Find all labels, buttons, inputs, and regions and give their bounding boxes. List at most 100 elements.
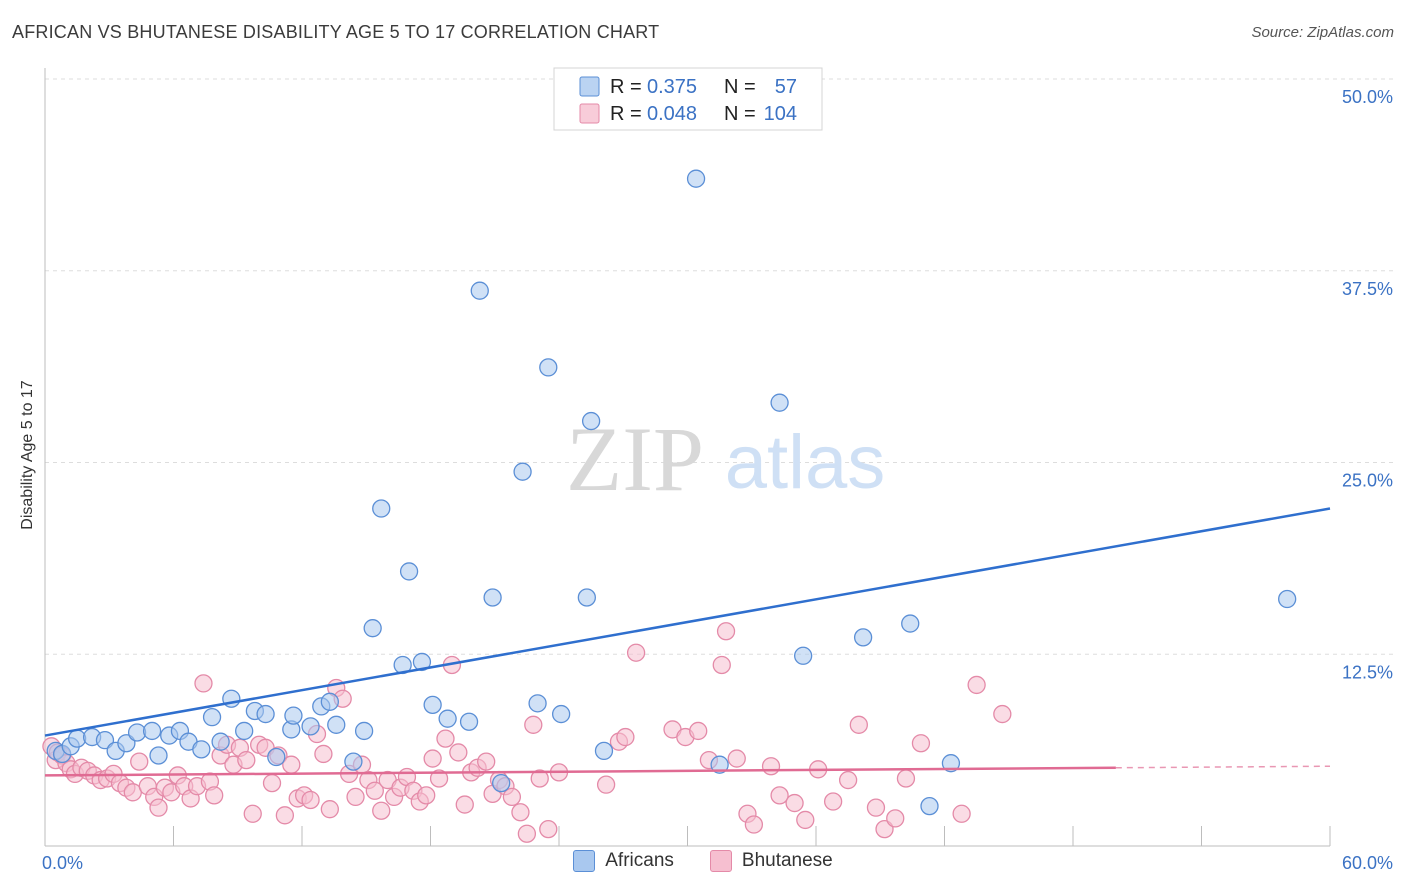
watermark-atlas: atlas	[725, 420, 886, 505]
bhutanese-point	[796, 810, 815, 830]
africans-point	[211, 732, 230, 751]
legend-n-value: 57	[775, 76, 797, 98]
bhutanese-point	[237, 750, 256, 770]
bhutanese-point	[866, 798, 886, 817]
africans-trend-line	[44, 507, 1331, 737]
bhutanese-point	[761, 757, 781, 776]
bhutanese-point	[539, 819, 558, 839]
axes	[44, 68, 1331, 847]
legend-n-value: 104	[764, 103, 797, 125]
bhutanese-trend-line	[44, 766, 1116, 777]
africans-point	[539, 358, 558, 377]
bhutanese-point	[243, 804, 262, 823]
bhutanese-point	[744, 815, 764, 834]
bhutanese-point	[849, 715, 868, 734]
legend-label-africans: Africans	[605, 850, 674, 871]
africans-point	[192, 740, 211, 759]
legend-item-africans[interactable]: Africans	[573, 850, 674, 872]
africans-point	[412, 652, 432, 672]
bhutanese-swatch	[709, 850, 732, 872]
bhutanese-point	[596, 775, 616, 794]
africans-point	[284, 706, 303, 725]
bhutanese-point	[455, 795, 474, 814]
bhutanese-point	[275, 806, 295, 825]
africans-point	[202, 707, 222, 727]
bhutanese-point	[449, 743, 468, 762]
africans-point	[920, 796, 939, 816]
bhutanese-point	[511, 803, 530, 822]
bhutanese-point	[530, 769, 549, 788]
legend-r-value: 0.048	[647, 103, 697, 125]
africans-point	[1278, 589, 1297, 609]
y-tick-label: 25.0%	[1342, 471, 1393, 491]
africans-point	[901, 614, 920, 633]
bhutanese-point	[436, 729, 455, 748]
africans-point	[67, 729, 87, 748]
africans-point	[551, 704, 571, 724]
africans-point	[399, 562, 419, 581]
bhutanese-point	[823, 792, 843, 811]
africans-point	[853, 628, 873, 647]
y-tick-label: 12.5%	[1342, 662, 1393, 682]
bhutanese-point	[477, 752, 496, 771]
africans-point	[438, 709, 457, 728]
bhutanese-trend-extension	[1115, 765, 1331, 769]
africans-point	[235, 721, 254, 741]
stats-legend: R = 0.375 N = 57 R = 0.048 N = 104	[553, 67, 823, 131]
africans-point	[528, 694, 547, 713]
bhutanese-point	[967, 675, 986, 695]
africans-point	[354, 721, 374, 741]
bhutanese-point	[626, 643, 646, 662]
bhutanese-point	[282, 755, 301, 774]
grid-lines	[45, 78, 1395, 655]
africans-point	[581, 411, 601, 431]
africans-point	[267, 747, 286, 767]
bhutanese-point	[712, 655, 731, 675]
africans-point	[344, 752, 363, 771]
bhutanese-point	[952, 804, 971, 823]
legend-n-label: N =	[724, 103, 756, 125]
bhutanese-point	[727, 749, 746, 768]
bhutanese-point	[149, 798, 168, 817]
bhutanese-point	[262, 773, 282, 793]
bhutanese-point	[130, 752, 149, 771]
africans-point	[149, 746, 168, 765]
bhutanese-point	[314, 744, 333, 764]
bhutanese-point	[423, 749, 442, 768]
trend-lines	[44, 507, 1331, 777]
bhutanese-point	[517, 824, 537, 843]
africans-point	[470, 281, 489, 300]
source-label: Source: ZipAtlas.com	[1251, 24, 1394, 41]
bhutanese-point	[616, 727, 635, 747]
bhutanese-point	[320, 800, 339, 819]
legend-r-label: R =	[610, 76, 642, 98]
africans-point	[941, 754, 961, 773]
africans-point	[483, 588, 502, 607]
y-tick-label: 37.5%	[1342, 279, 1393, 299]
series-legend: Africans Bhutanese	[0, 850, 1406, 872]
africans-point	[142, 721, 162, 741]
africans-point	[127, 723, 147, 742]
watermark: ZIP atlas	[566, 408, 885, 510]
bhutanese-point	[372, 801, 391, 820]
bhutanese-point	[993, 704, 1012, 724]
bhutanese-point	[429, 769, 449, 788]
legend-r-label: R =	[610, 103, 642, 125]
bhutanese-point	[896, 769, 916, 788]
africans-point	[320, 692, 339, 711]
africans-point	[372, 499, 391, 518]
bhutanese-point	[502, 787, 522, 807]
africans-point	[95, 731, 115, 750]
bhutanese-point	[524, 715, 543, 734]
legend-item-bhutanese[interactable]: Bhutanese	[709, 850, 833, 872]
africans-point	[794, 646, 813, 665]
tick-labels: 12.5% 25.0% 37.5% 50.0% 0.0% 60.0%	[42, 87, 1393, 873]
legend-label-bhutanese: Bhutanese	[741, 850, 833, 871]
africans-point	[117, 734, 136, 753]
africans-swatch	[573, 850, 596, 872]
legend-swatch	[579, 76, 600, 97]
africans-point	[594, 741, 614, 761]
bhutanese-point	[365, 781, 384, 800]
chart-title: AFRICAN VS BHUTANESE DISABILITY AGE 5 TO…	[12, 22, 660, 42]
